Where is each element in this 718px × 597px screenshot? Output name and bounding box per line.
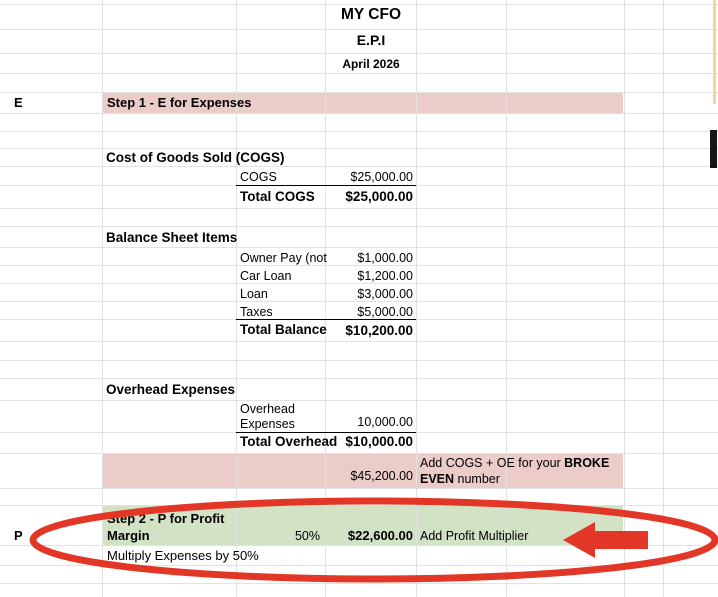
broke-even-note[interactable]: Add COGS + OE for your BROKE EVEN number bbox=[420, 456, 623, 487]
gridline-horizontal bbox=[0, 113, 718, 114]
gridline-horizontal bbox=[0, 53, 718, 54]
cogs-heading[interactable]: Cost of Goods Sold (COGS) bbox=[106, 150, 285, 165]
sheet-date[interactable]: April 2026 bbox=[342, 57, 400, 71]
step2-instruction[interactable]: Multiply Expenses by 50% bbox=[107, 548, 259, 563]
cogs-item-value[interactable]: $25,000.00 bbox=[350, 170, 413, 184]
right-edge-yellow-line bbox=[713, 0, 716, 104]
broke-even-note-prefix: Add COGS + OE for your bbox=[420, 456, 565, 470]
balance-item-label[interactable]: Car Loan bbox=[240, 269, 292, 283]
gridline-horizontal bbox=[0, 400, 718, 401]
broke-even-note-bold: BROKE EVEN bbox=[420, 456, 610, 486]
gridline-horizontal bbox=[0, 341, 718, 342]
gridline-horizontal bbox=[0, 583, 718, 584]
gridline-horizontal bbox=[0, 148, 718, 149]
gridline-horizontal bbox=[0, 265, 718, 266]
row-marker-p[interactable]: P bbox=[14, 528, 23, 543]
gridline-horizontal bbox=[0, 73, 718, 74]
cogs-total-label[interactable]: Total COGS bbox=[240, 189, 315, 204]
step2-multiplier[interactable]: 50% bbox=[294, 529, 320, 543]
gridline-vertical bbox=[506, 0, 507, 597]
sum-border-balance bbox=[236, 319, 416, 320]
balance-item-label[interactable]: Loan bbox=[240, 287, 268, 301]
sum-border-cogs bbox=[236, 185, 416, 186]
row-marker-e[interactable]: E bbox=[14, 95, 23, 110]
step1-label[interactable]: Step 1 - E for Expenses bbox=[107, 95, 252, 110]
gridline-horizontal bbox=[0, 301, 718, 302]
overhead-item-label[interactable]: Overhead Expenses bbox=[240, 402, 295, 431]
overhead-total-label[interactable]: Total Overhead bbox=[240, 434, 338, 449]
step2-value[interactable]: $22,600.00 bbox=[347, 528, 413, 543]
gridline-horizontal bbox=[0, 545, 718, 546]
broke-even-total[interactable]: $45,200.00 bbox=[350, 469, 413, 483]
gridline-horizontal bbox=[0, 247, 718, 248]
balance-total-label[interactable]: Total Balance bbox=[240, 322, 327, 337]
gridline-vertical bbox=[624, 0, 625, 597]
gridline-horizontal bbox=[0, 208, 718, 209]
step1-row-highlight[interactable] bbox=[103, 92, 623, 113]
balance-item-value[interactable]: $1,000.00 bbox=[357, 251, 413, 265]
gridline-horizontal bbox=[0, 29, 718, 30]
balance-item-value[interactable]: $5,000.00 bbox=[357, 305, 413, 319]
broke-even-row-highlight[interactable] bbox=[103, 453, 623, 488]
gridline-horizontal bbox=[0, 378, 718, 379]
gridline-horizontal bbox=[0, 92, 718, 93]
balance-heading[interactable]: Balance Sheet Items bbox=[106, 230, 238, 245]
gridline-vertical bbox=[236, 0, 237, 597]
gridline-horizontal bbox=[0, 226, 718, 227]
balance-item-value[interactable]: $1,200.00 bbox=[357, 269, 413, 283]
gridline-horizontal bbox=[0, 360, 718, 361]
balance-item-label[interactable]: Owner Pay (not bbox=[240, 251, 327, 265]
gridline-vertical bbox=[663, 0, 664, 597]
right-edge-black-bar bbox=[710, 130, 717, 168]
overhead-total-value[interactable]: $10,000.00 bbox=[345, 434, 413, 449]
sum-border-overhead bbox=[236, 432, 416, 433]
balance-item-value[interactable]: $3,000.00 bbox=[357, 287, 413, 301]
overhead-heading[interactable]: Overhead Expenses bbox=[106, 382, 236, 397]
balance-item-label[interactable]: Taxes bbox=[240, 305, 273, 319]
broke-even-note-suffix: number bbox=[454, 471, 500, 486]
gridline-horizontal bbox=[0, 283, 718, 284]
gridline-horizontal bbox=[0, 488, 718, 489]
gridline-vertical bbox=[325, 0, 326, 597]
gridline-horizontal bbox=[0, 4, 718, 5]
balance-total-value[interactable]: $10,200.00 bbox=[345, 323, 413, 338]
sheet-title[interactable]: MY CFO bbox=[341, 6, 401, 23]
overhead-item-value[interactable]: 10,000.00 bbox=[357, 415, 413, 429]
gridline-horizontal bbox=[0, 453, 718, 454]
gridline-horizontal bbox=[0, 131, 718, 132]
gridline-horizontal bbox=[0, 565, 718, 566]
step2-note[interactable]: Add Profit Multiplier bbox=[420, 529, 529, 543]
gridline-horizontal bbox=[0, 505, 718, 506]
gridline-vertical bbox=[102, 0, 103, 597]
gridline-vertical bbox=[416, 0, 417, 597]
cogs-total-value[interactable]: $25,000.00 bbox=[345, 189, 413, 204]
step2-label[interactable]: Step 2 - P for Profit Margin bbox=[107, 511, 225, 543]
gridline-horizontal bbox=[0, 166, 718, 167]
sheet-subtitle[interactable]: E.P.I bbox=[356, 32, 386, 48]
cogs-item-label[interactable]: COGS bbox=[240, 170, 277, 184]
